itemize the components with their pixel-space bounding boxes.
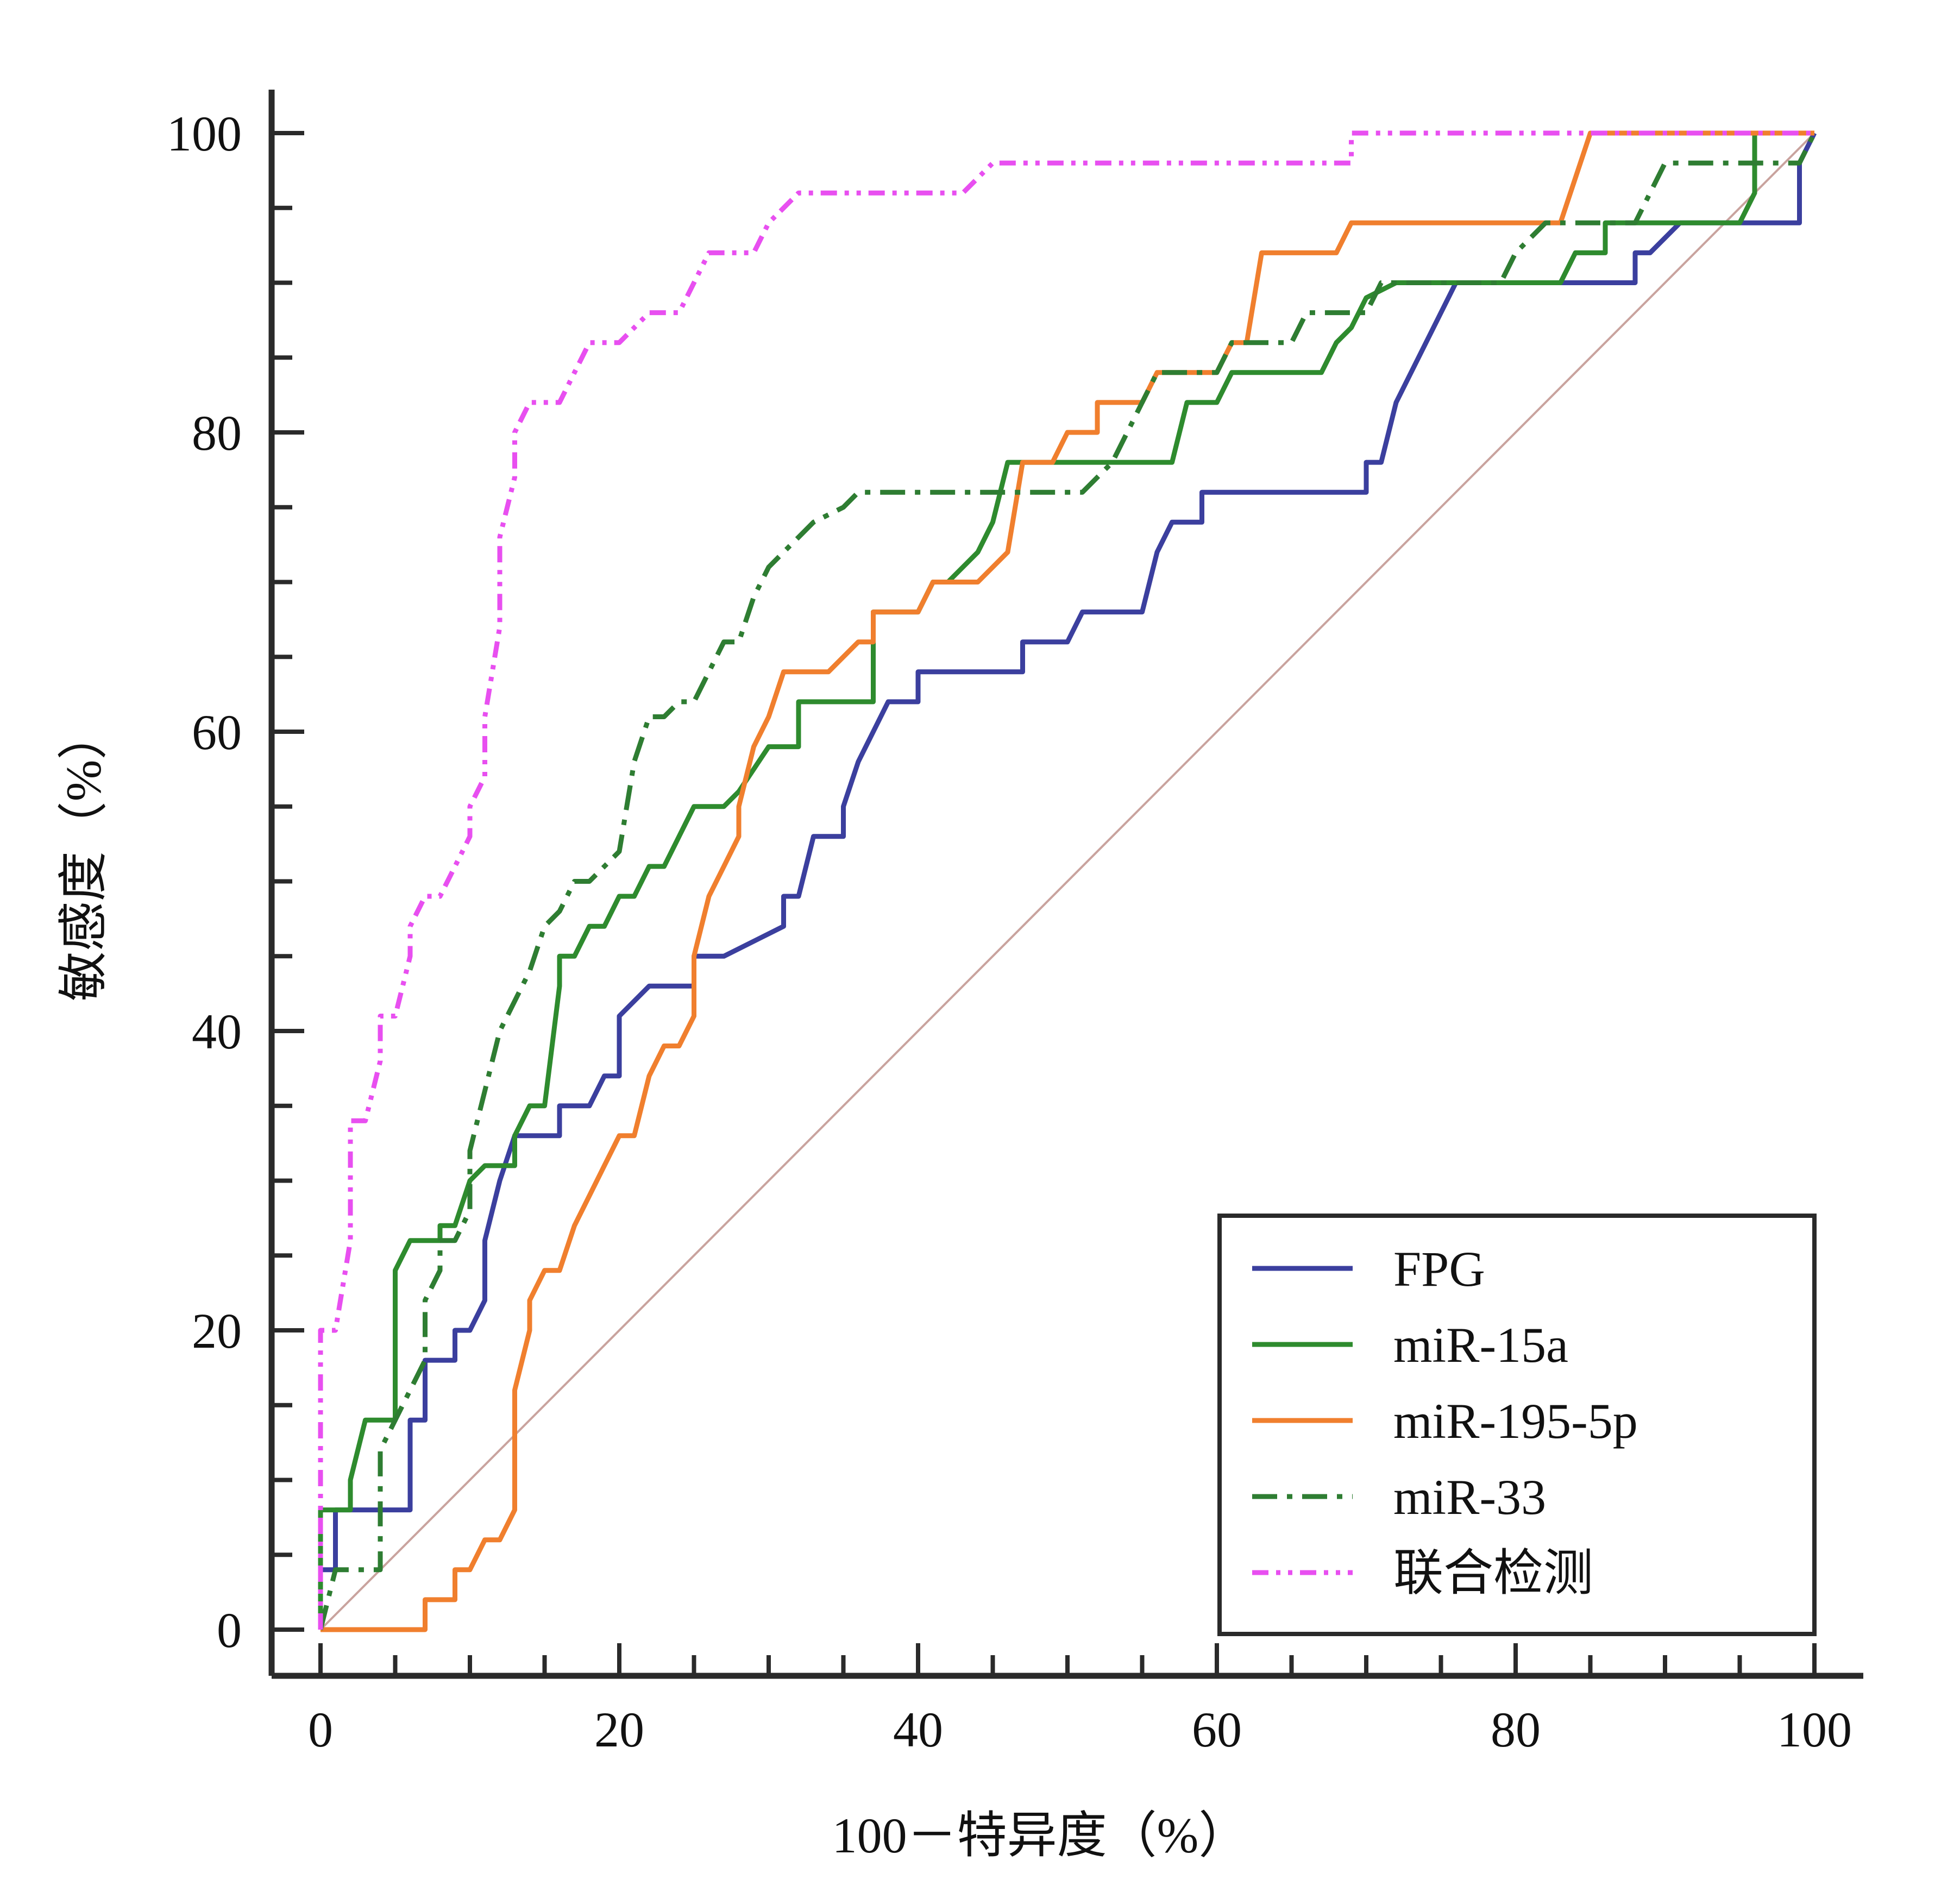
plot-area [318, 130, 1817, 1632]
legend-label: miR-15a [1393, 1317, 1568, 1373]
series-line-5 [318, 130, 1814, 1630]
legend: FPG miR-15a miR-195-5p miR-33 联合检测 [1217, 1214, 1817, 1636]
legend-label: miR-33 [1393, 1469, 1546, 1525]
y-tick-label: 20 [192, 1303, 242, 1359]
tick-labels: 0 20 40 60 80 100 0 20 40 60 80 100 [167, 106, 1852, 1757]
x-tick-label: 40 [893, 1702, 943, 1757]
series-line-3 [321, 130, 1814, 1632]
series-line-2 [318, 130, 1814, 1630]
legend-box [1217, 1214, 1817, 1636]
x-tick-label: 80 [1491, 1702, 1541, 1757]
x-tick-label: 20 [594, 1702, 644, 1757]
y-tick-label: 100 [167, 106, 242, 161]
x-axis-title: 100－特异度（%） [832, 1808, 1249, 1863]
x-tick-label: 100 [1777, 1702, 1852, 1757]
x-tick-label: 0 [308, 1702, 333, 1757]
tick-marks [272, 131, 1817, 1676]
y-tick-label: 60 [192, 705, 242, 760]
y-axis-title: 敏感度（%） [56, 710, 111, 1002]
legend-label: 联合检测 [1393, 1545, 1593, 1601]
y-tick-label: 0 [217, 1602, 242, 1658]
x-tick-label: 60 [1192, 1702, 1242, 1757]
legend-label: FPG [1393, 1241, 1485, 1297]
legend-label: miR-195-5p [1393, 1393, 1638, 1449]
y-tick-label: 40 [192, 1004, 242, 1059]
series-line-4 [318, 131, 1817, 1631]
reference-diagonal [319, 132, 1815, 1631]
y-tick-label: 80 [192, 405, 242, 461]
series-line-1 [318, 131, 1817, 1630]
